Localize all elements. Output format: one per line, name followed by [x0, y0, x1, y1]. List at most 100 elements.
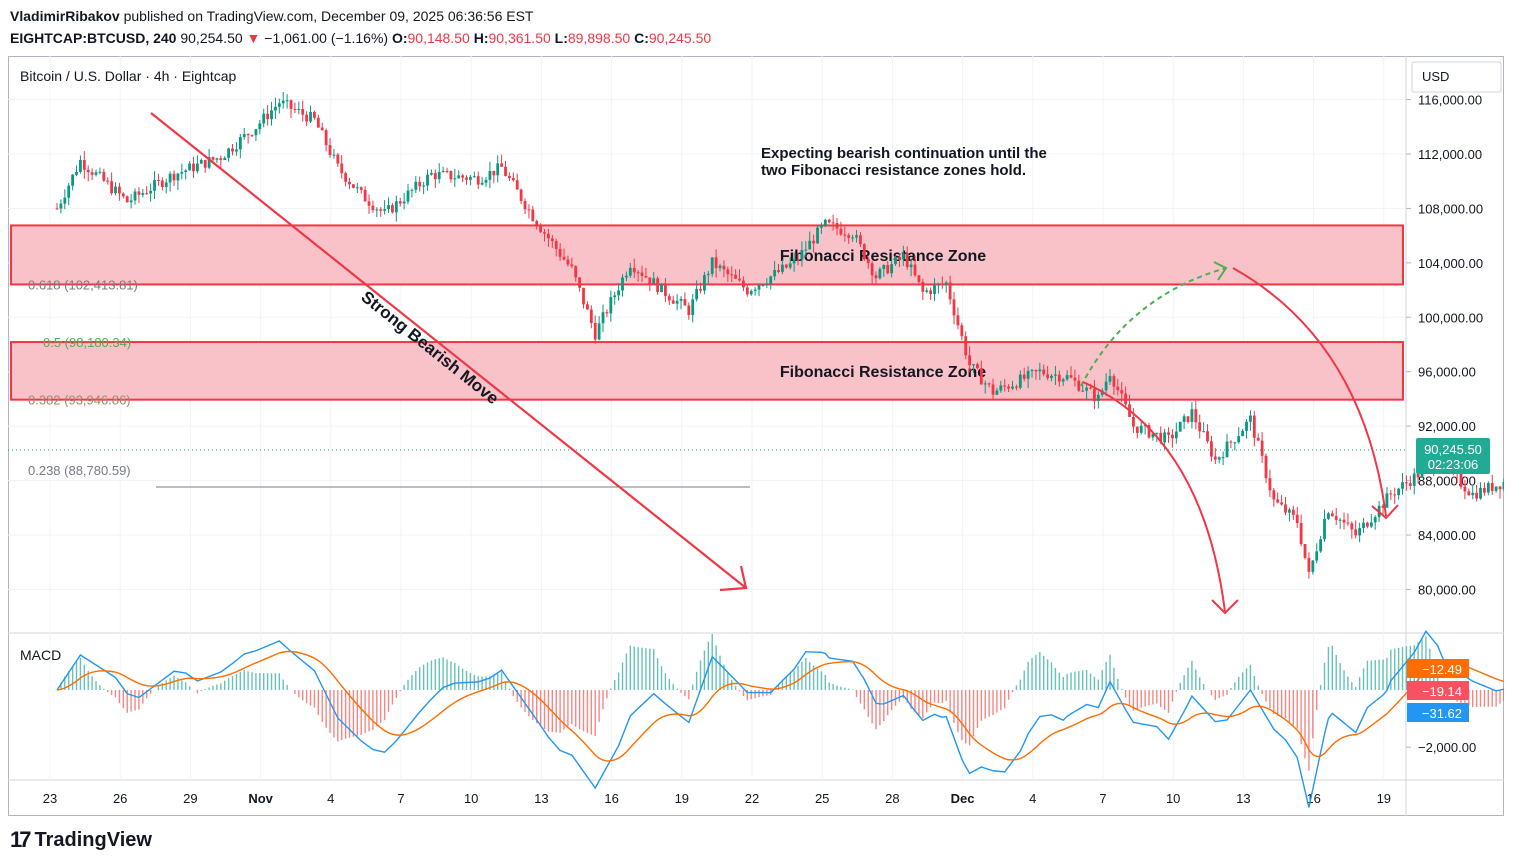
- candle-body: [979, 368, 983, 385]
- candle-body: [757, 285, 761, 290]
- candle-body: [909, 264, 913, 268]
- candle-body: [414, 181, 418, 190]
- fib-zone-upper-label: Fibonacci Resistance Zone: [780, 248, 986, 265]
- candle-body: [1190, 409, 1194, 422]
- macd-line: [56, 630, 1504, 808]
- x-tick-label: 13: [534, 791, 548, 806]
- candle-body: [1159, 432, 1163, 443]
- candle-body: [1463, 486, 1467, 492]
- candle-body: [1069, 375, 1073, 378]
- candle-body: [336, 154, 340, 164]
- tradingview-footer[interactable]: 17 TradingView: [10, 827, 152, 853]
- y-tick-label: 108,000.00: [1418, 201, 1483, 216]
- symbol-name[interactable]: EIGHTCAP:BTCUSD, 240: [10, 30, 177, 46]
- candle-body: [1393, 494, 1397, 496]
- candle-body: [859, 235, 862, 245]
- candle-body: [1471, 492, 1475, 496]
- candle-body: [839, 228, 843, 235]
- author-name[interactable]: VladimirRibakov: [10, 8, 120, 24]
- candle-body: [578, 277, 582, 288]
- projected-down-path-left: [1082, 381, 1226, 613]
- candle-body: [63, 197, 67, 204]
- candle-body: [605, 312, 609, 314]
- candle-body: [1284, 504, 1287, 513]
- candle-body: [706, 273, 710, 276]
- candle-body: [1147, 425, 1151, 438]
- candle-body: [121, 193, 125, 197]
- candle-body: [211, 157, 215, 160]
- candle-body: [894, 257, 897, 265]
- candle-body: [937, 284, 940, 286]
- candle-body: [207, 157, 211, 168]
- candle-body: [1397, 488, 1401, 496]
- candle-body: [480, 182, 484, 185]
- candle-body: [1260, 440, 1264, 456]
- candle-body: [1026, 370, 1030, 379]
- candle-body: [223, 157, 227, 161]
- annotation-note-line1: Expecting bearish continuation until the: [761, 145, 1047, 162]
- candle-body: [75, 171, 78, 175]
- candle-body: [367, 201, 371, 206]
- candle-body: [320, 127, 324, 131]
- candle-body: [1050, 375, 1053, 379]
- candle-body: [476, 176, 480, 185]
- candle-body: [133, 191, 137, 201]
- candle-body: [1373, 517, 1377, 523]
- candle-body: [1182, 416, 1186, 422]
- candle-body: [866, 259, 870, 264]
- fib-level-label: 0.238 (88,780.59): [28, 463, 131, 478]
- candle-body: [1018, 374, 1022, 388]
- candle-body: [816, 227, 819, 244]
- candle-body: [1256, 437, 1260, 441]
- candle-body: [1210, 441, 1213, 457]
- candle-body: [890, 264, 894, 274]
- candle-body: [913, 264, 917, 276]
- candle-body: [745, 287, 749, 295]
- candle-body: [1366, 522, 1369, 527]
- candle-body: [675, 300, 679, 304]
- candle-body: [812, 240, 816, 244]
- candle-body: [1498, 486, 1502, 490]
- candle-body: [71, 174, 75, 186]
- candle-body: [1139, 425, 1143, 433]
- candle-body: [316, 117, 320, 128]
- candle-body: [465, 177, 468, 180]
- candle-body: [281, 100, 285, 104]
- candle-body: [683, 299, 687, 306]
- y-tick-label: 84,000.00: [1418, 528, 1476, 543]
- candle-body: [274, 106, 277, 111]
- candle-body: [1171, 434, 1174, 439]
- candle-body: [394, 201, 398, 213]
- candle-body: [340, 163, 344, 174]
- price-chart[interactable]: 116,000.00 112,000.00 108,000.00 104,000.00…: [8, 56, 1504, 816]
- candle-body: [1229, 441, 1233, 443]
- candle-body: [355, 187, 359, 189]
- candle-body: [1061, 379, 1065, 382]
- candle-body: [387, 205, 390, 210]
- x-tick-label: 23: [43, 791, 57, 806]
- candle-body: [1089, 387, 1092, 389]
- x-tick-label: Dec: [951, 791, 975, 806]
- candle-body: [788, 263, 792, 268]
- last-price: 90,254.50: [180, 30, 243, 46]
- candle-body: [886, 265, 890, 274]
- candle-body: [543, 232, 546, 234]
- candle-body: [1108, 376, 1112, 382]
- candle-body: [929, 290, 933, 295]
- candle-body: [1116, 386, 1120, 391]
- candle-body: [1015, 386, 1018, 388]
- candle-body: [1194, 409, 1198, 423]
- projected-up-arrowhead: [1213, 261, 1228, 281]
- projected-down-arrowhead-right: [1371, 504, 1399, 520]
- brand-name: TradingView: [34, 828, 152, 851]
- candle-body: [293, 108, 297, 110]
- candle-body: [371, 205, 375, 211]
- candle-body: [79, 160, 82, 172]
- candle-body: [562, 256, 566, 260]
- candle-body: [976, 364, 979, 369]
- candle-body: [422, 185, 426, 187]
- candle-body: [773, 270, 777, 277]
- candle-body: [550, 238, 554, 242]
- candle-body: [344, 173, 348, 182]
- candle-body: [219, 158, 223, 161]
